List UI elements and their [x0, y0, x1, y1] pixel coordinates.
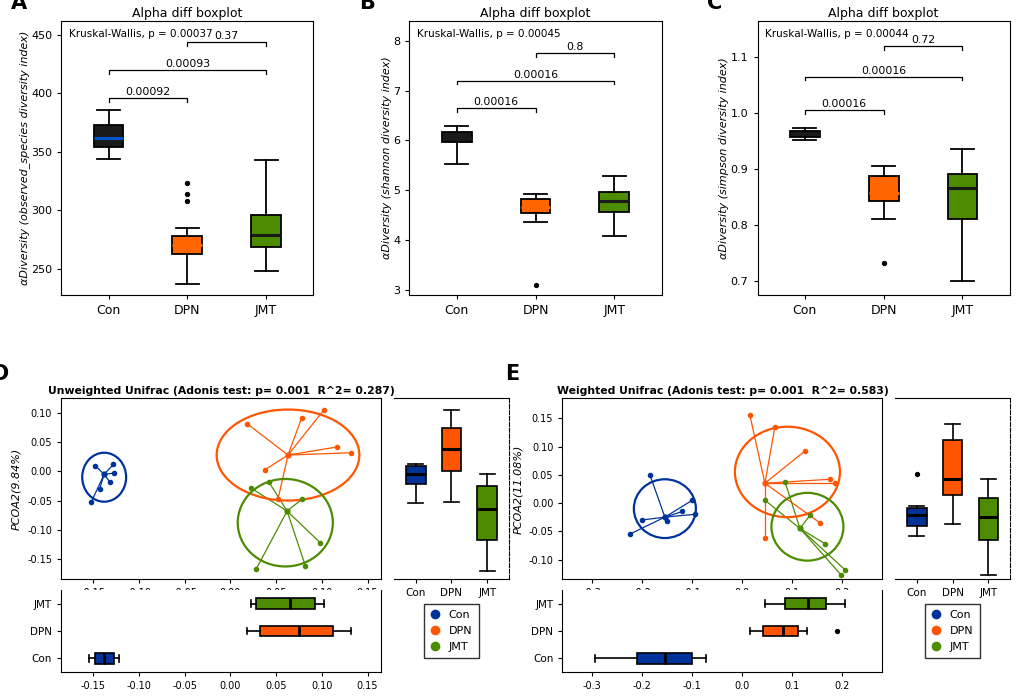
Bar: [906, 508, 926, 526]
Text: 0.37: 0.37: [214, 31, 238, 41]
Bar: [520, 199, 550, 213]
Bar: [477, 486, 496, 540]
Y-axis label: αDiversity (simpson diversity index): αDiversity (simpson diversity index): [718, 57, 729, 258]
Title: Alpha diff boxplot: Alpha diff boxplot: [132, 7, 243, 20]
X-axis label: PCOA1(26.31%): PCOA1(26.31%): [176, 604, 266, 614]
Bar: [785, 598, 825, 609]
Text: 0.00016: 0.00016: [860, 66, 905, 76]
Text: Kruskal-Wallis, p = 0.00044: Kruskal-Wallis, p = 0.00044: [764, 29, 908, 39]
Bar: [977, 498, 998, 540]
Text: A: A: [11, 0, 26, 13]
Text: 0.00093: 0.00093: [165, 59, 210, 69]
Text: E: E: [504, 364, 519, 384]
Text: 0.00016: 0.00016: [821, 99, 866, 109]
Text: 0.8: 0.8: [566, 42, 583, 52]
Bar: [599, 192, 629, 213]
Text: Kruskal-Wallis, p = 0.00037: Kruskal-Wallis, p = 0.00037: [68, 29, 212, 39]
Bar: [789, 131, 819, 136]
Legend: Con, DPN, JMT: Con, DPN, JMT: [924, 603, 979, 658]
Bar: [406, 466, 425, 484]
Bar: [251, 215, 281, 246]
Bar: [637, 653, 692, 664]
Legend: Con, DPN, JMT: Con, DPN, JMT: [424, 603, 478, 658]
Title: Weighted Unifrac (Adonis test: p= 0.001  R^2= 0.583): Weighted Unifrac (Adonis test: p= 0.001 …: [556, 386, 888, 396]
Text: C: C: [706, 0, 721, 13]
Text: 0.72: 0.72: [910, 35, 934, 45]
Bar: [260, 626, 332, 636]
Y-axis label: PCOA2(9.84%): PCOA2(9.84%): [11, 448, 21, 530]
Text: B: B: [359, 0, 374, 13]
Bar: [256, 598, 314, 609]
Text: 0.00016: 0.00016: [513, 69, 557, 80]
Text: D: D: [0, 364, 8, 384]
Bar: [762, 626, 798, 636]
Bar: [441, 428, 461, 471]
Y-axis label: αDiversity (observed_species diversity index): αDiversity (observed_species diversity i…: [18, 31, 30, 285]
Title: Alpha diff boxplot: Alpha diff boxplot: [480, 7, 590, 20]
Text: 0.00016: 0.00016: [473, 97, 518, 107]
Bar: [95, 653, 114, 664]
Bar: [947, 174, 976, 219]
Bar: [942, 440, 962, 494]
Title: Unweighted Unifrac (Adonis test: p= 0.001  R^2= 0.287): Unweighted Unifrac (Adonis test: p= 0.00…: [48, 386, 394, 396]
Bar: [441, 132, 471, 142]
Text: Kruskal-Wallis, p = 0.00045: Kruskal-Wallis, p = 0.00045: [417, 29, 560, 39]
Bar: [868, 176, 898, 201]
Y-axis label: PCOA2(11.08%): PCOA2(11.08%): [513, 444, 523, 533]
Bar: [172, 236, 202, 253]
Title: Alpha diff boxplot: Alpha diff boxplot: [827, 7, 937, 20]
Bar: [94, 125, 123, 147]
Text: 0.00092: 0.00092: [125, 87, 170, 97]
X-axis label: PCOA1(64.86%): PCOA1(64.86%): [677, 604, 766, 614]
Y-axis label: αDiversity (shannon diversity index): αDiversity (shannon diversity index): [381, 57, 391, 259]
